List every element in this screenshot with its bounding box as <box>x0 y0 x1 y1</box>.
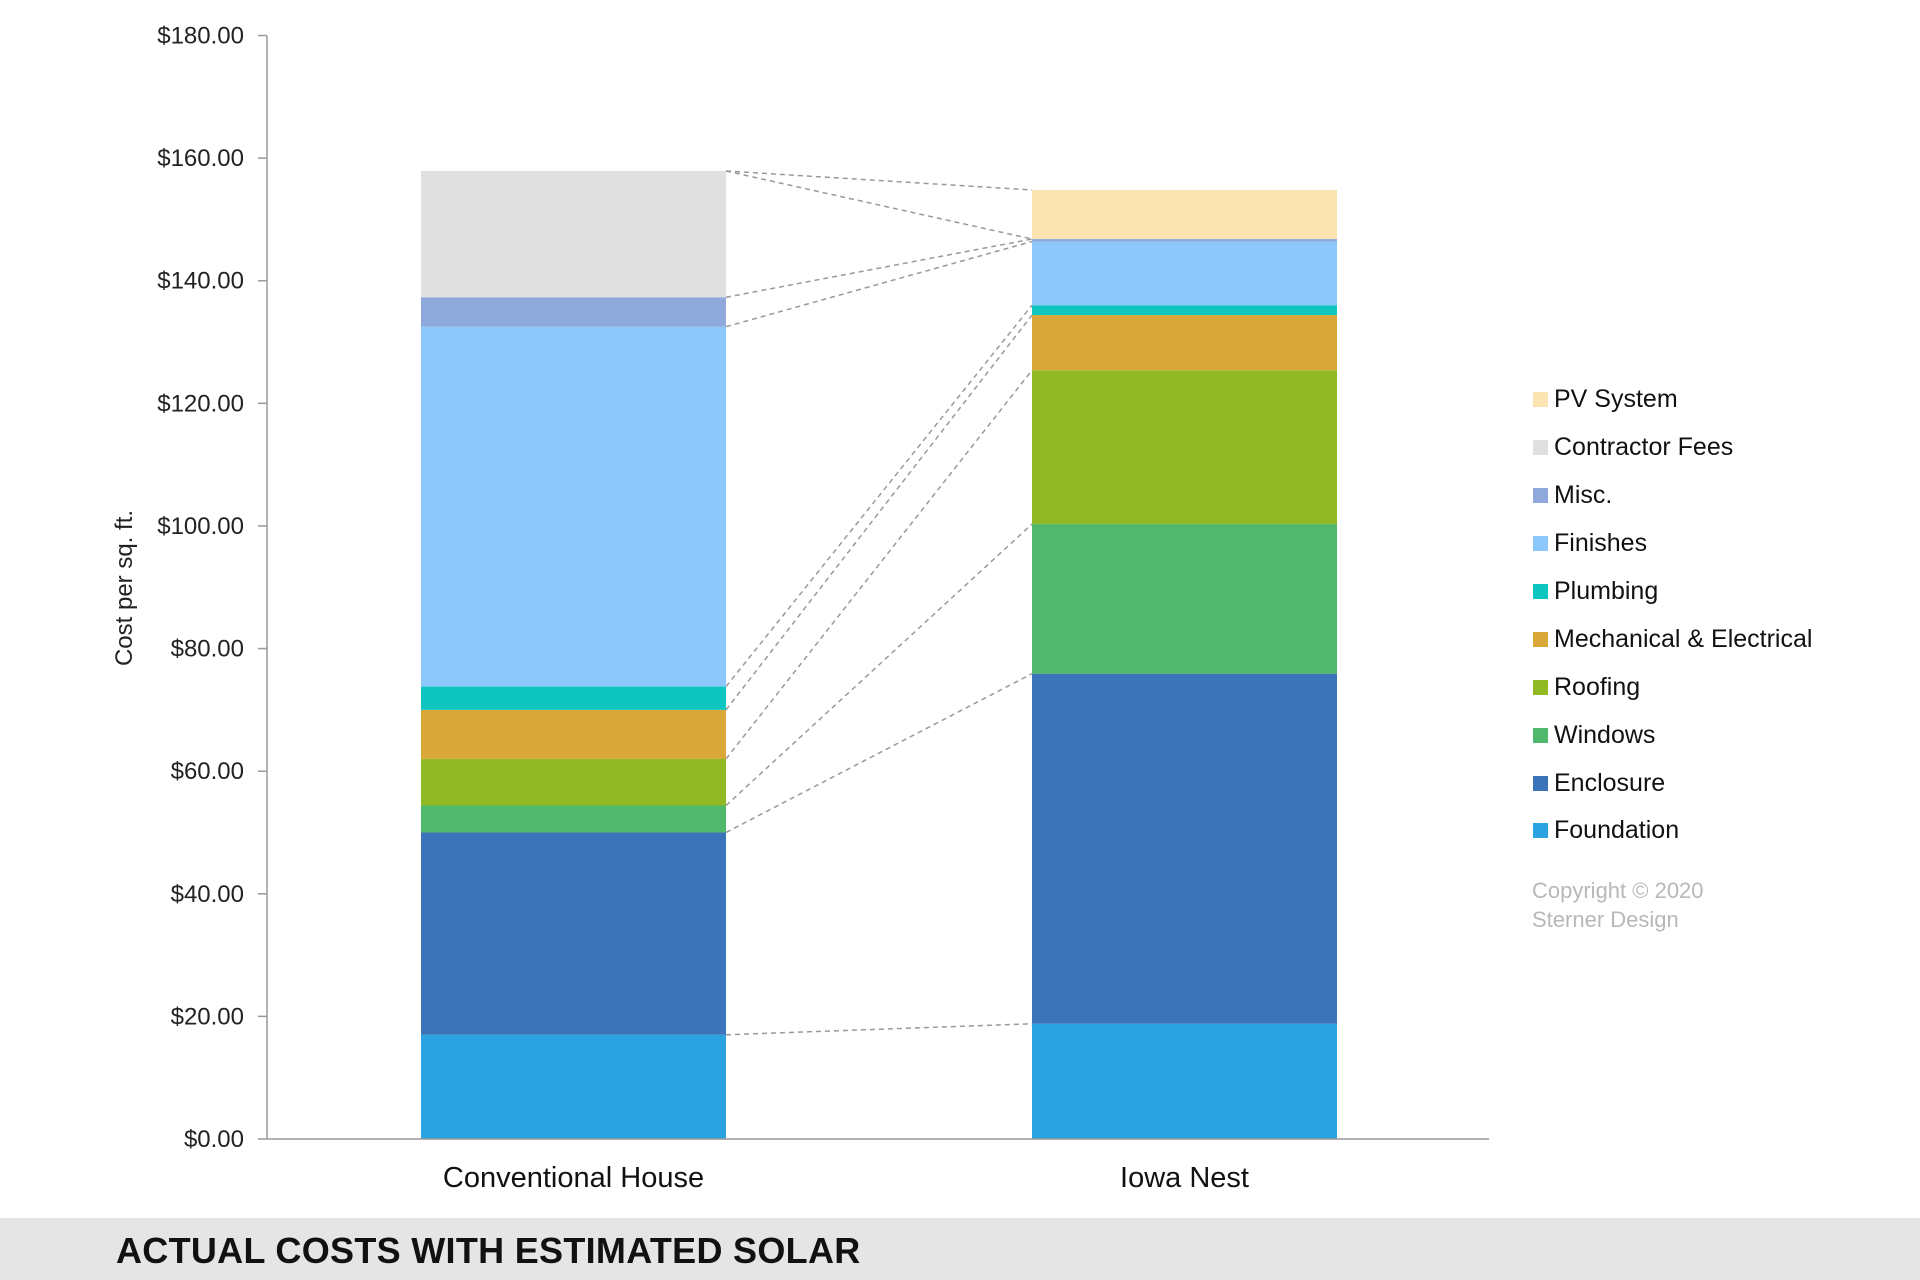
connector-line <box>725 369 1033 760</box>
copyright-line-2: Sterner Design <box>1532 907 1679 932</box>
legend-label: Plumbing <box>1554 577 1659 605</box>
connector-line <box>725 523 1033 807</box>
copyright-notice: Copyright © 2020 Sterner Design <box>1532 876 1704 934</box>
legend-item: Contractor Fees <box>1533 424 1812 472</box>
y-tick-label: $180.00 <box>157 23 244 50</box>
bar-segment-foundation-1 <box>1032 1023 1337 1139</box>
legend-item: Roofing <box>1533 663 1812 711</box>
connector-line <box>725 1022 1033 1036</box>
y-tick-label: $20.00 <box>171 1003 244 1030</box>
legend-swatch <box>1533 392 1548 408</box>
bar-segment-plumbing-1 <box>1032 305 1337 316</box>
bar-segment-misc--1 <box>1032 239 1337 242</box>
bars <box>421 170 1337 1139</box>
stacked-bar-chart: $0.00 $20.00 $40.00 $60.00 $80.00 $100.00 $120… <box>111 23 1489 1194</box>
y-tick-label: $160.00 <box>157 145 244 172</box>
legend-swatch <box>1533 823 1548 839</box>
bar-segment-finishes-0 <box>421 326 726 687</box>
connector-line <box>725 673 1033 834</box>
x-category-label: Iowa Nest <box>1120 1162 1249 1194</box>
legend: PV System Contractor Fees Misc. Finishes Plu… <box>1533 376 1812 855</box>
y-tick-label: $40.00 <box>171 881 244 908</box>
legend-swatch <box>1533 440 1548 456</box>
legend-item: Foundation <box>1533 807 1812 855</box>
bar-segment-roofing-1 <box>1032 370 1337 525</box>
connector-line <box>725 170 1033 191</box>
legend-label: Contractor Fees <box>1554 433 1734 462</box>
legend-label: PV System <box>1554 385 1678 414</box>
legend-item: Misc. <box>1533 472 1812 520</box>
bar-segment-mechanical-electrical-0 <box>421 709 726 759</box>
bar-segment-pv-system-1 <box>1032 189 1337 240</box>
legend-swatch <box>1533 536 1548 552</box>
connector-line <box>725 238 1033 299</box>
legend-item: PV System <box>1533 376 1812 424</box>
legend-swatch <box>1533 727 1548 743</box>
connector-line <box>725 240 1033 328</box>
bar-segment-misc--0 <box>421 297 726 327</box>
legend-swatch <box>1533 584 1548 599</box>
connector-line <box>725 314 1033 711</box>
legend-label: Enclosure <box>1554 768 1666 797</box>
x-category-label: Conventional House <box>443 1162 704 1194</box>
bar-segment-foundation-0 <box>421 1034 726 1139</box>
connector-line <box>725 170 1033 240</box>
legend-swatch <box>1533 775 1548 791</box>
y-tick-label: $100.00 <box>157 513 244 540</box>
bar-segment-plumbing-0 <box>421 686 726 710</box>
footer-banner: ACTUAL COSTS WITH ESTIMATED SOLAR <box>0 1218 1920 1280</box>
bar-segment-windows-1 <box>1032 524 1337 674</box>
y-tick-label: $120.00 <box>157 390 244 417</box>
legend-item: Windows <box>1533 711 1812 759</box>
legend-label: Misc. <box>1554 481 1613 510</box>
legend-item: Mechanical & Electrical <box>1533 615 1812 663</box>
axes: $0.00 $20.00 $40.00 $60.00 $80.00 $100.00 $120… <box>157 23 1489 1194</box>
legend-label: Mechanical & Electrical <box>1554 624 1813 653</box>
legend-label: Finishes <box>1554 529 1648 558</box>
legend-label: Roofing <box>1554 672 1641 701</box>
y-axis-title: Cost per sq. ft. <box>111 510 138 666</box>
bar-segment-windows-0 <box>421 805 726 833</box>
bar-segment-finishes-1 <box>1032 241 1337 306</box>
bar-segment-enclosure-0 <box>421 832 726 1035</box>
legend-swatch <box>1533 679 1548 695</box>
bar-segment-contractor-fees-0 <box>421 170 726 298</box>
bar-segment-enclosure-1 <box>1032 673 1337 1024</box>
y-tick-label: $0.00 <box>184 1126 244 1153</box>
y-tick-label: $140.00 <box>157 268 244 295</box>
bar-segment-mechanical-electrical-1 <box>1032 315 1337 371</box>
chart-title: ACTUAL COSTS WITH ESTIMATED SOLAR <box>116 1230 861 1271</box>
y-tick-label: $80.00 <box>171 636 244 663</box>
connector-lines <box>725 170 1033 1036</box>
legend-swatch <box>1533 488 1548 504</box>
legend-item: Plumbing <box>1533 568 1812 616</box>
legend-label: Foundation <box>1554 816 1680 845</box>
bar-segment-roofing-0 <box>421 758 726 806</box>
connector-line <box>725 304 1033 688</box>
legend-item: Enclosure <box>1533 759 1812 807</box>
copyright-line-1: Copyright © 2020 <box>1532 878 1704 903</box>
legend-swatch <box>1533 631 1548 647</box>
y-tick-label: $60.00 <box>171 758 244 785</box>
legend-label: Windows <box>1554 720 1656 749</box>
legend-item: Finishes <box>1533 520 1812 568</box>
